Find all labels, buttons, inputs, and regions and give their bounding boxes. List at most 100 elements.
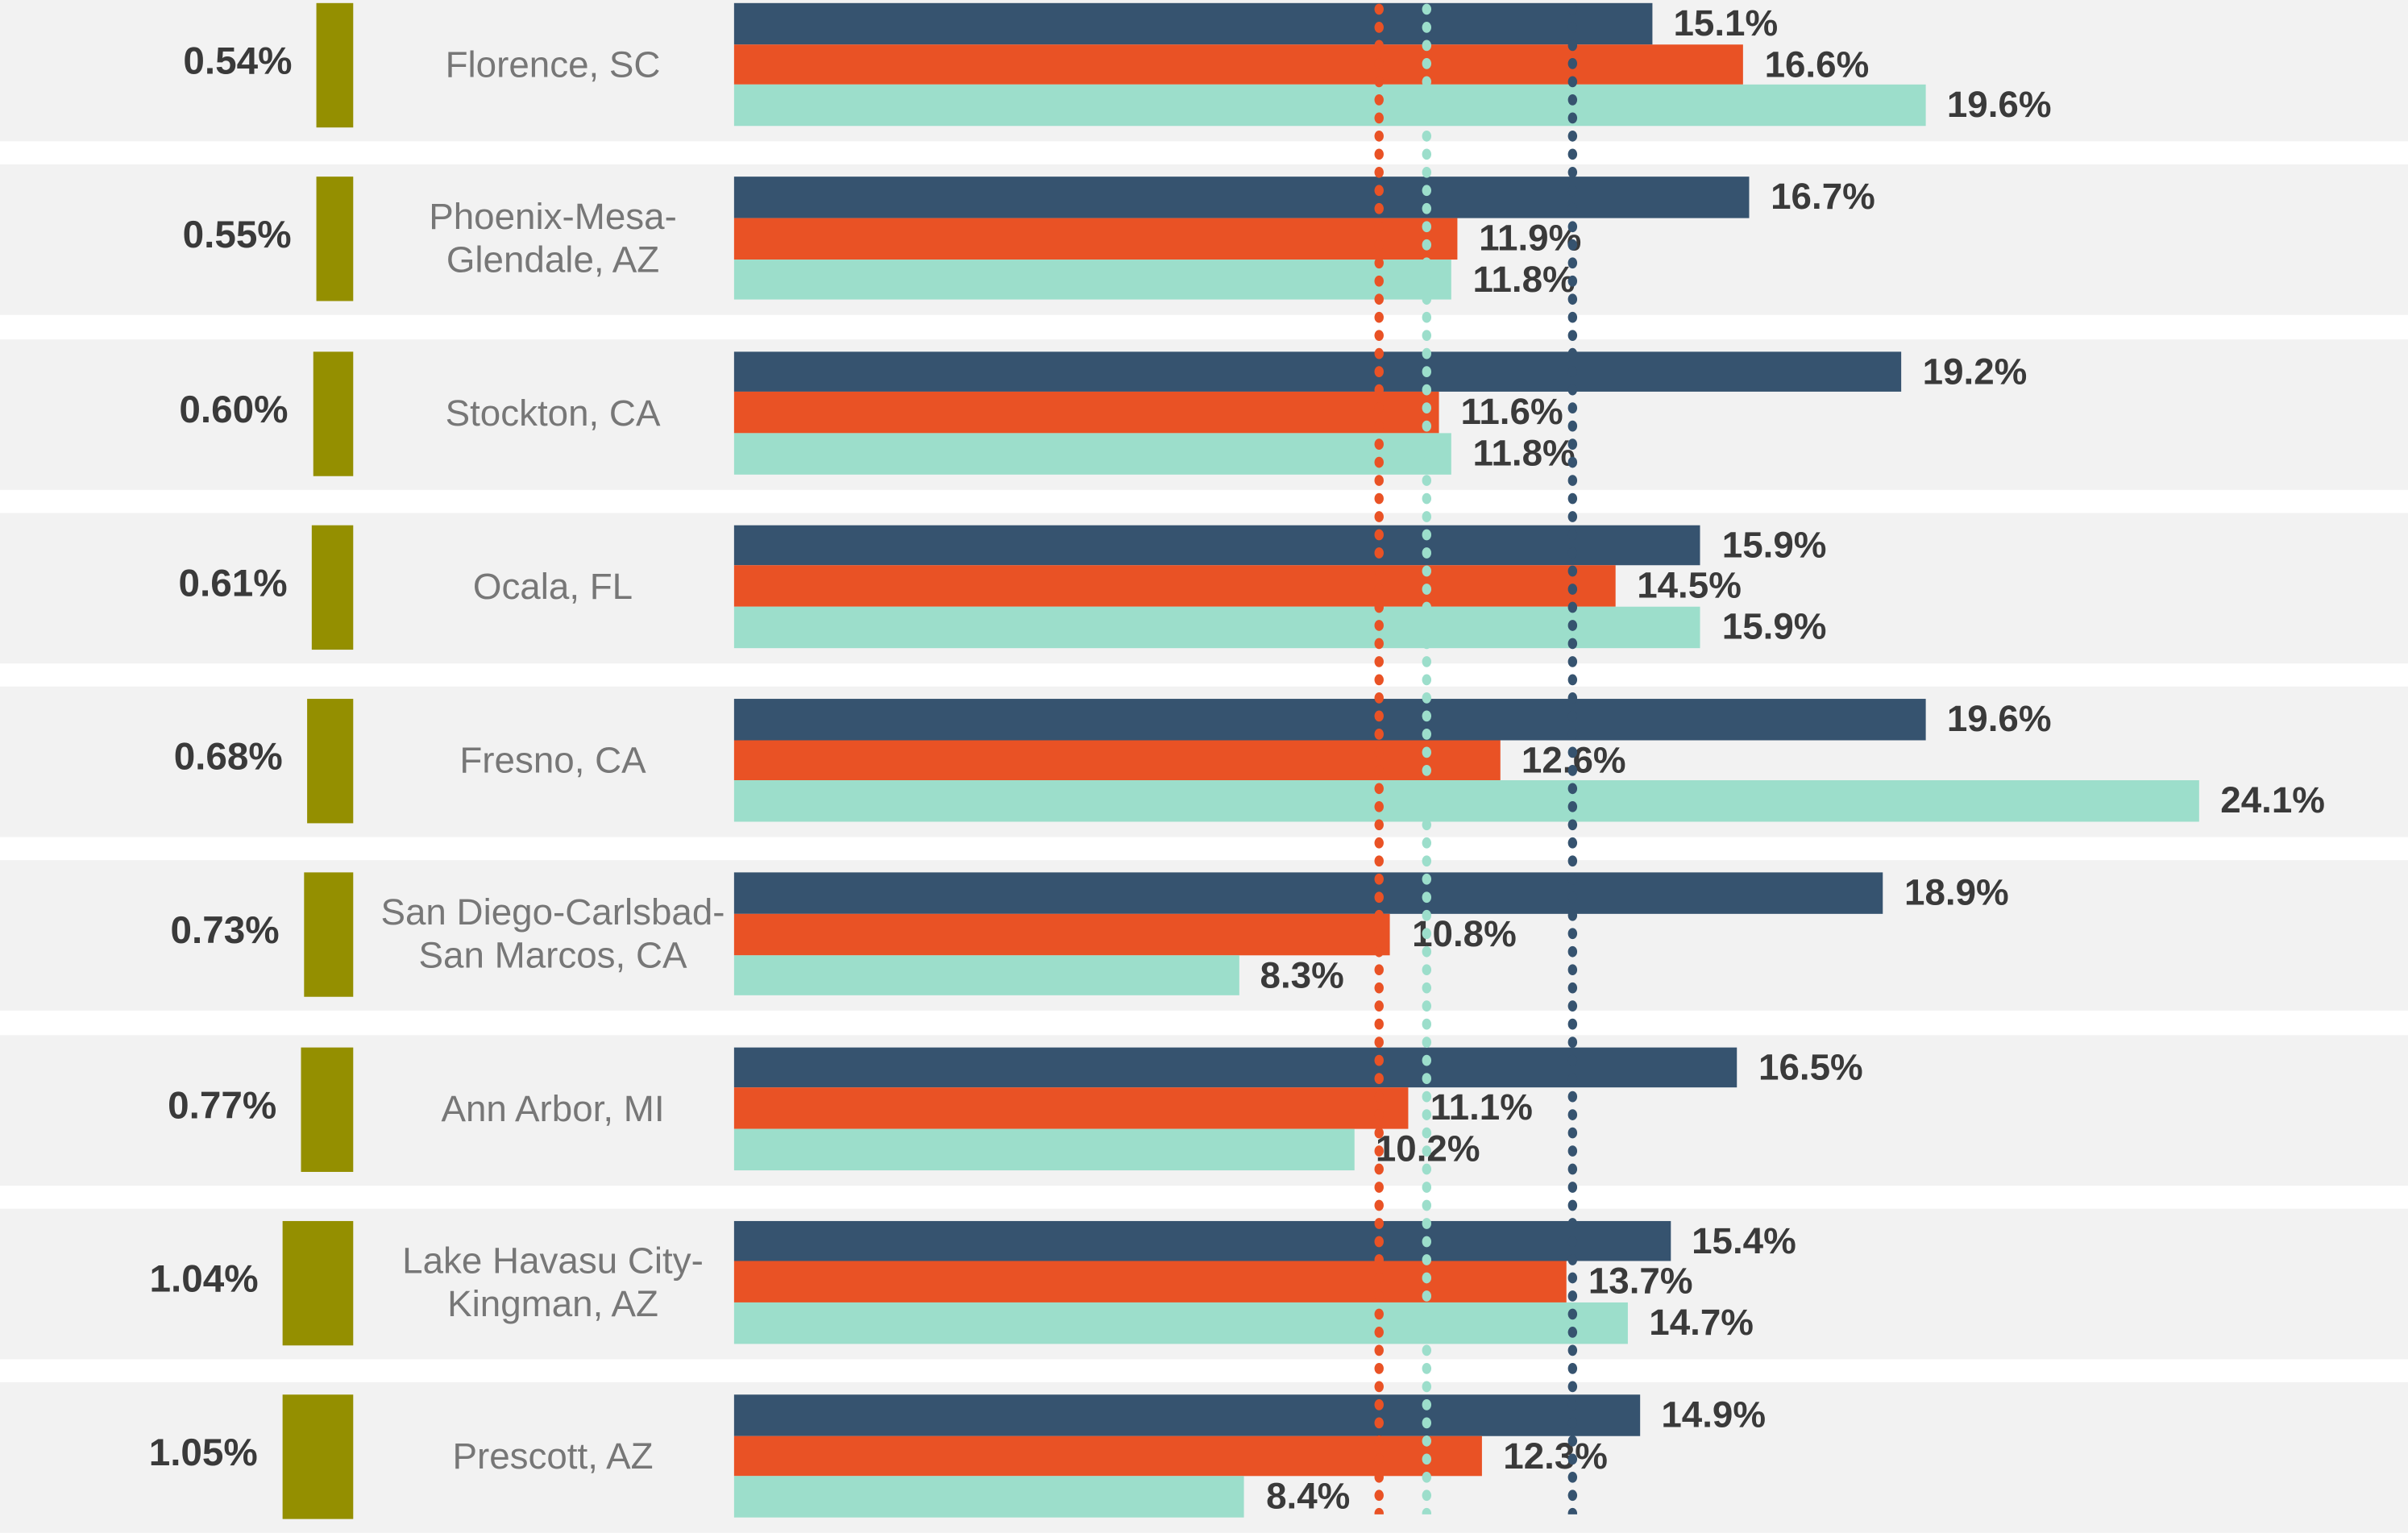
- reference-dot: [1568, 565, 1578, 577]
- reference-dot: [1568, 1000, 1578, 1012]
- reference-dot: [1422, 1471, 1432, 1483]
- reference-dot: [1373, 311, 1384, 323]
- reference-dot: [1373, 492, 1384, 505]
- reference-dot: [1422, 1489, 1432, 1502]
- reference-dot: [1373, 1308, 1384, 1320]
- reference-dot: [1568, 76, 1578, 88]
- reference-dot: [1422, 837, 1432, 849]
- reference-dot: [1373, 584, 1384, 595]
- reference-dot: [1373, 764, 1384, 776]
- reference-dot: [1373, 638, 1384, 650]
- reference-dot: [1373, 982, 1384, 994]
- reference-dot: [1568, 384, 1578, 396]
- reference-dot: [1373, 837, 1384, 849]
- reference-dot: [1422, 257, 1432, 269]
- share-bar: [301, 1046, 354, 1172]
- reference-dot: [1422, 565, 1432, 577]
- reference-dot: [1422, 76, 1432, 88]
- reference-dot: [1568, 547, 1578, 559]
- bar-value-label: 13.7%: [1588, 1261, 1693, 1303]
- share-label: 0.73%: [170, 909, 280, 953]
- reference-dot: [1568, 1417, 1578, 1429]
- reference-dot: [1373, 1290, 1384, 1302]
- reference-dot: [1373, 1000, 1384, 1012]
- reference-dot: [1373, 1218, 1384, 1229]
- reference-dot: [1373, 1471, 1384, 1483]
- reference-dot: [1373, 601, 1384, 613]
- share-bar: [312, 525, 354, 650]
- reference-dot: [1373, 1127, 1384, 1139]
- reference-dot: [1422, 330, 1432, 342]
- reference-dot: [1568, 1199, 1578, 1211]
- reference-dot: [1422, 982, 1432, 994]
- bar-series-3: [733, 954, 1239, 996]
- reference-dot: [1568, 1037, 1578, 1049]
- reference-dot: [1568, 819, 1578, 831]
- bar-series-3: [733, 85, 1926, 127]
- bar-value-label: 15.9%: [1721, 606, 1827, 649]
- bar-series-2: [733, 1261, 1567, 1303]
- bar-value-label: 14.5%: [1637, 566, 1742, 608]
- reference-dot: [1422, 729, 1432, 740]
- reference-dot: [1373, 1145, 1384, 1157]
- reference-dot: [1422, 1453, 1432, 1465]
- reference-dot: [1373, 1489, 1384, 1502]
- bar-series-2: [733, 44, 1743, 85]
- reference-dot: [1422, 674, 1432, 686]
- reference-dot: [1422, 945, 1432, 958]
- reference-dot: [1422, 928, 1432, 940]
- reference-dot: [1373, 710, 1384, 722]
- reference-dot: [1568, 1218, 1578, 1229]
- bar-series-3: [733, 780, 2199, 822]
- reference-dot: [1568, 511, 1578, 522]
- reference-dot: [1422, 1218, 1432, 1229]
- reference-dot: [1422, 638, 1432, 650]
- reference-dot: [1568, 764, 1578, 776]
- reference-dot: [1568, 601, 1578, 613]
- reference-dot: [1373, 330, 1384, 342]
- reference-dot: [1373, 456, 1384, 468]
- reference-dot: [1422, 1182, 1432, 1193]
- reference-dot: [1373, 1381, 1384, 1393]
- bar-series-2: [733, 566, 1616, 607]
- reference-dot: [1568, 94, 1578, 106]
- reference-dot: [1422, 1000, 1432, 1012]
- bar-value-label: 15.1%: [1673, 2, 1779, 45]
- reference-dot: [1568, 3, 1578, 15]
- bar-series-3: [733, 1477, 1245, 1518]
- reference-dot: [1422, 1073, 1432, 1084]
- reference-dot: [1373, 239, 1384, 251]
- reference-dot: [1422, 1145, 1432, 1157]
- reference-dot: [1568, 330, 1578, 342]
- reference-dot: [1422, 1272, 1432, 1284]
- reference-dot: [1422, 239, 1432, 251]
- reference-dot: [1373, 257, 1384, 269]
- reference-dot: [1373, 1109, 1384, 1120]
- reference-dot: [1422, 112, 1432, 124]
- reference-dot: [1568, 638, 1578, 650]
- reference-dot: [1373, 1453, 1384, 1465]
- reference-dot: [1422, 1163, 1432, 1175]
- reference-dot: [1568, 1127, 1578, 1139]
- reference-dot: [1568, 1272, 1578, 1284]
- reference-dot: [1422, 710, 1432, 722]
- reference-dot: [1422, 1507, 1432, 1514]
- bar-series-1: [733, 177, 1750, 218]
- reference-dot: [1373, 1507, 1384, 1514]
- bar-series-3: [733, 259, 1451, 301]
- bar-series-1: [733, 1394, 1640, 1436]
- bar-series-1: [733, 699, 1926, 740]
- reference-dot: [1373, 438, 1384, 450]
- reference-dot: [1373, 729, 1384, 740]
- reference-dot: [1568, 1507, 1578, 1514]
- bar-series-2: [733, 739, 1501, 781]
- reference-dot: [1568, 402, 1578, 413]
- reference-dot: [1422, 1363, 1432, 1374]
- reference-dot: [1422, 438, 1432, 450]
- share-label: 0.55%: [182, 214, 292, 257]
- reference-dot: [1422, 22, 1432, 33]
- reference-dot: [1422, 764, 1432, 776]
- reference-dot: [1373, 620, 1384, 631]
- reference-dot: [1373, 148, 1384, 160]
- reference-dot: [1422, 1290, 1432, 1302]
